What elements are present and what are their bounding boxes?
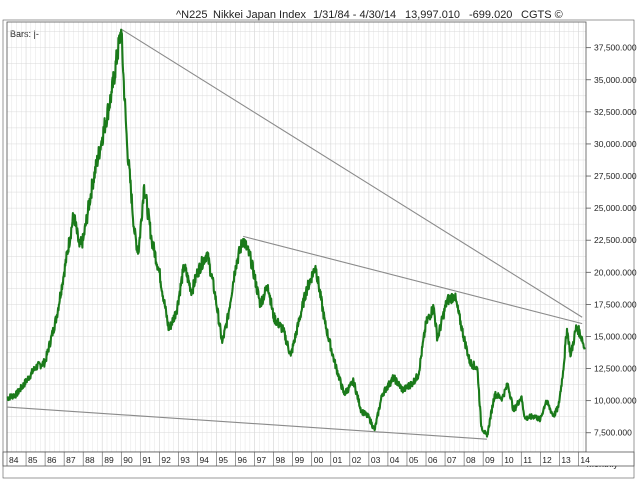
header-brand: CGTS © <box>521 9 563 21</box>
header-change: -699.020 <box>469 9 513 21</box>
x-tick-label: 93 <box>180 455 190 465</box>
y-tick-label: 35,000.000 <box>594 75 637 85</box>
y-tick-label: 30,000.000 <box>594 139 637 149</box>
bars-label: Bars: |- <box>10 29 39 39</box>
x-tick-label: 12 <box>542 455 552 465</box>
x-tick-label: 94 <box>199 455 209 465</box>
x-axis-band <box>2 451 635 467</box>
y-tick-label: 37,500.000 <box>594 43 637 53</box>
y-tick-label: 25,000.000 <box>594 203 637 213</box>
y-tick-label: 17,500.000 <box>594 299 637 309</box>
x-tick-label: 08 <box>466 455 476 465</box>
y-tick-label: 10,000.000 <box>594 396 637 406</box>
y-tick-label: 7,500.000 <box>594 428 632 438</box>
y-tick-label: 27,500.000 <box>594 171 637 181</box>
x-tick-label: 86 <box>47 455 57 465</box>
x-tick-label: 09 <box>485 455 495 465</box>
x-tick-label: 98 <box>276 455 286 465</box>
x-tick-label: 01 <box>333 455 343 465</box>
x-tick-label: 89 <box>104 455 114 465</box>
x-tick-label: 99 <box>295 455 305 465</box>
x-tick-label: 06 <box>428 455 438 465</box>
outer-frame <box>2 19 635 479</box>
y-tick-label: 32,500.000 <box>594 107 637 117</box>
x-tick-label: 85 <box>28 455 38 465</box>
y-tick-label: 22,500.000 <box>594 235 637 245</box>
x-tick-label: 03 <box>371 455 381 465</box>
x-tick-label: 96 <box>238 455 248 465</box>
price-line <box>6 28 586 438</box>
trendline <box>243 235 583 325</box>
x-tick-label: 97 <box>257 455 267 465</box>
x-tick-label: 10 <box>504 455 514 465</box>
x-tick-label: 92 <box>161 455 171 465</box>
x-tick-label: 05 <box>409 455 419 465</box>
x-tick-label: 90 <box>123 455 133 465</box>
x-tick-label: 84 <box>9 455 19 465</box>
period-label: Monthly <box>586 459 618 469</box>
header-symbol: ^N225 <box>176 9 208 21</box>
x-tick-label: 13 <box>561 455 571 465</box>
header-range: 1/31/84 - 4/30/14 <box>313 9 397 21</box>
x-tick-label: 91 <box>142 455 152 465</box>
y-tick-label: 12,500.000 <box>594 364 637 374</box>
y-tick-label: 15,000.000 <box>594 331 637 341</box>
header-last: 13,997.010 <box>405 9 461 21</box>
trendline <box>6 406 487 440</box>
plot-frame <box>6 21 587 453</box>
y-tick-label: 20,000.000 <box>594 267 637 277</box>
x-tick-label: 02 <box>352 455 362 465</box>
trendline <box>120 28 583 318</box>
x-tick-label: 88 <box>85 455 95 465</box>
header-name: Nikkei Japan Index <box>213 9 306 21</box>
x-tick-label: 87 <box>66 455 76 465</box>
x-tick-label: 04 <box>390 455 400 465</box>
x-tick-label: 95 <box>219 455 229 465</box>
x-tick-label: 07 <box>447 455 457 465</box>
x-tick-label: 11 <box>523 455 532 465</box>
x-tick-label: 00 <box>314 455 324 465</box>
